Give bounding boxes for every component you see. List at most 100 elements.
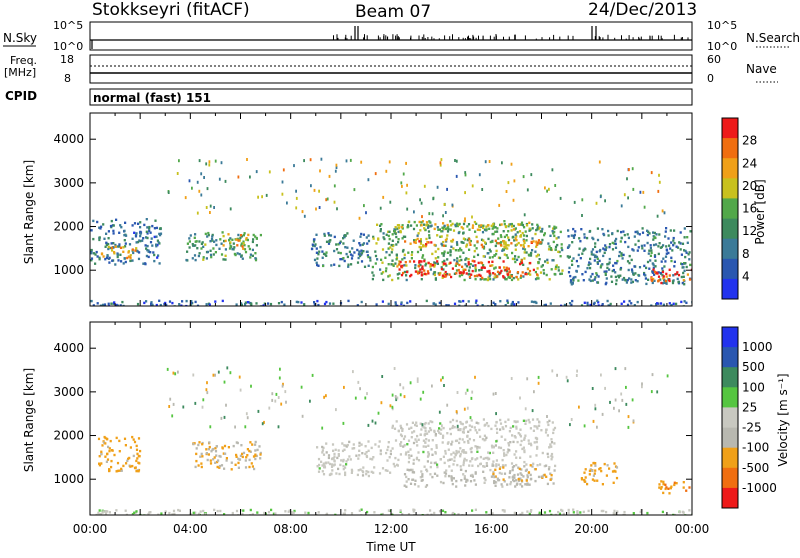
heatmap-cell — [559, 196, 562, 200]
heatmap-cell — [212, 247, 215, 250]
heatmap-cell — [407, 460, 410, 464]
heatmap-cell — [586, 267, 589, 270]
heatmap-cell — [632, 187, 635, 191]
heatmap-cell — [614, 242, 617, 246]
heatmap-cell — [502, 260, 505, 263]
heatmap-cell — [608, 243, 612, 246]
heatmap-cell — [237, 239, 240, 242]
heatmap-cell — [197, 464, 200, 467]
heatmap-cell — [318, 189, 320, 193]
heatmap-cell — [593, 479, 596, 482]
heatmap-cell — [434, 250, 437, 253]
heatmap-cell — [658, 233, 661, 236]
heatmap-cell — [222, 244, 225, 247]
heatmap-cell — [98, 238, 101, 242]
heatmap-cell — [246, 448, 249, 451]
heatmap-cell — [234, 463, 237, 466]
heatmap-cell — [423, 426, 426, 429]
heatmap-cell — [641, 385, 643, 389]
heatmap-cell — [654, 236, 657, 240]
heatmap-cell — [351, 247, 354, 250]
heatmap-cell — [419, 397, 422, 401]
heatmap-cell — [136, 457, 139, 460]
heatmap-cell — [243, 248, 247, 251]
heatmap-cell — [215, 243, 218, 247]
heatmap-cell — [644, 277, 647, 280]
heatmap-cell — [420, 479, 423, 482]
heatmap-cell — [583, 478, 586, 482]
heatmap-cell — [137, 222, 140, 225]
heatmap-cell — [551, 421, 554, 424]
heatmap-cell — [414, 479, 417, 482]
heatmap-cell — [487, 237, 490, 241]
heatmap-cell — [467, 258, 470, 261]
heatmap-cell — [572, 279, 575, 282]
heatmap-cell — [335, 243, 338, 246]
heatmap-cell — [440, 230, 443, 233]
heatmap-cell — [243, 232, 246, 235]
heatmap-cell — [600, 509, 603, 513]
heatmap-cell — [265, 193, 268, 197]
heatmap-cell — [172, 402, 175, 406]
heatmap-cell — [516, 482, 519, 485]
heatmap-cell — [470, 396, 473, 400]
heatmap-cell — [431, 453, 434, 456]
heatmap-cell — [471, 224, 475, 227]
heatmap-cell — [653, 255, 657, 258]
heatmap-cell — [606, 464, 609, 467]
heatmap-cell — [385, 267, 388, 270]
heatmap-cell — [668, 268, 671, 271]
heatmap-cell — [474, 278, 477, 281]
heatmap-cell — [487, 424, 490, 428]
heatmap-cell — [451, 440, 454, 443]
heatmap-cell — [550, 268, 553, 271]
heatmap-cell — [506, 301, 509, 304]
heatmap-cell — [608, 257, 611, 261]
heatmap-cell — [447, 225, 450, 228]
heatmap-cell — [512, 235, 515, 239]
heatmap-cell — [592, 419, 595, 423]
heatmap-cell — [519, 396, 521, 400]
heatmap-cell — [574, 230, 577, 233]
heatmap-cell — [468, 437, 471, 441]
nsky-label: N.Sky — [3, 31, 37, 45]
heatmap-cell — [399, 510, 402, 513]
heatmap-cell — [214, 447, 217, 450]
heatmap-cell — [614, 470, 617, 473]
heatmap-cell — [138, 239, 141, 242]
heatmap-cell — [200, 193, 203, 197]
heatmap-cell — [511, 434, 514, 437]
heatmap-cell — [115, 509, 118, 512]
heatmap-cell — [343, 512, 346, 515]
heatmap-cell — [464, 304, 467, 306]
heatmap-cell — [379, 228, 382, 231]
heatmap-cell — [399, 393, 402, 397]
heatmap-cell — [645, 282, 648, 286]
heatmap-cell — [462, 451, 465, 454]
heatmap-cell — [469, 447, 472, 451]
heatmap-cell — [403, 473, 407, 476]
heatmap-cell — [600, 264, 603, 267]
heatmap-cell — [108, 261, 111, 264]
heatmap-cell — [499, 242, 502, 245]
heatmap-cell — [506, 256, 509, 259]
heatmap-cell — [158, 299, 161, 302]
heatmap-cell — [240, 242, 243, 245]
heatmap-cell — [122, 262, 125, 265]
heatmap-cell — [436, 465, 439, 469]
heatmap-cell — [442, 263, 445, 266]
heatmap-cell — [646, 241, 649, 245]
heatmap-cell — [460, 249, 463, 252]
heatmap-cell — [350, 471, 353, 474]
heatmap-cell — [488, 451, 491, 455]
heatmap-cell — [195, 452, 198, 456]
heatmap-cell — [483, 476, 486, 480]
heatmap-cell — [436, 234, 439, 237]
heatmap-cell — [389, 200, 392, 204]
heatmap-cell — [455, 159, 458, 163]
heatmap-cell — [641, 231, 645, 234]
heatmap-cell — [463, 440, 466, 444]
heatmap-cell — [658, 486, 661, 489]
heatmap-cell — [423, 258, 426, 261]
heatmap-cell — [511, 466, 514, 469]
